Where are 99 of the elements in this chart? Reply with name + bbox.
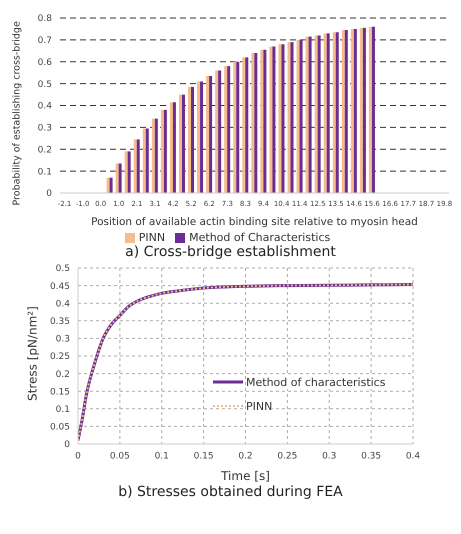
bar xyxy=(124,151,128,193)
y-tick-label: 0.2 xyxy=(38,145,52,156)
bar xyxy=(224,66,228,193)
y-tick-label: 0.6 xyxy=(38,58,52,68)
x-axis-title: Time [s] xyxy=(220,469,270,483)
bar xyxy=(242,57,246,193)
bar xyxy=(332,32,336,193)
bar xyxy=(251,53,254,193)
bar xyxy=(227,66,230,193)
bar xyxy=(191,86,194,193)
bar xyxy=(324,33,327,193)
y-tick-label: 0.4 xyxy=(38,102,52,112)
x-tick-label: 0.35 xyxy=(361,451,382,462)
legend-label: Method of characteristics xyxy=(246,376,386,388)
y-tick-label: 0.4 xyxy=(56,299,70,310)
bar xyxy=(182,94,185,193)
x-tick-label: 0.25 xyxy=(277,451,298,462)
y-tick-label: 0.45 xyxy=(50,282,70,292)
text: b) Stresses obtained during FEA xyxy=(117,484,344,500)
bar xyxy=(128,151,131,193)
y-tick-label: 0.05 xyxy=(50,422,70,433)
y-tick-label: 0 xyxy=(64,440,70,450)
y-tick-label: 0.8 xyxy=(38,14,52,24)
bar xyxy=(254,53,258,193)
bar xyxy=(154,118,158,193)
legend-label: PINN xyxy=(246,400,272,412)
y-tick-label: 0.7 xyxy=(38,36,52,46)
bar xyxy=(134,139,137,193)
y-tick-label: 0.3 xyxy=(38,124,52,134)
bar xyxy=(236,62,240,193)
y-tick-label: 0.25 xyxy=(50,352,70,362)
y-axis-title: Probability of establishing cross-bridge xyxy=(11,21,22,206)
bar xyxy=(272,46,276,193)
bar xyxy=(160,110,164,193)
bar xyxy=(110,178,113,193)
bar xyxy=(278,44,282,193)
y-tick-label: 0.1 xyxy=(56,404,70,415)
y-tick-label: 0.5 xyxy=(56,264,70,274)
bar xyxy=(118,163,122,193)
bar xyxy=(372,26,375,193)
bar xyxy=(288,42,291,193)
bar xyxy=(152,118,155,193)
bar xyxy=(336,32,339,193)
bar xyxy=(354,28,357,193)
x-tick-label: 0.2 xyxy=(238,451,253,462)
bar xyxy=(260,50,264,193)
legend-label: PINN xyxy=(138,231,166,244)
bar xyxy=(300,40,303,193)
x-tick-label: 0.15 xyxy=(194,451,214,462)
bar xyxy=(326,33,330,193)
bar xyxy=(318,36,321,193)
bar xyxy=(146,128,149,193)
y-axis-title: Stress [pN/nm²] xyxy=(25,306,40,401)
bar xyxy=(170,102,173,193)
bar xyxy=(308,36,312,193)
y-tick-label: 0.1 xyxy=(38,167,52,178)
y-tick-label: 0.15 xyxy=(50,387,70,398)
x-tick-label: 0.4 xyxy=(406,451,420,462)
bar xyxy=(344,30,348,193)
bar xyxy=(290,42,294,193)
bar xyxy=(233,62,236,193)
bar xyxy=(142,128,146,193)
y-tick-label: 0.35 xyxy=(50,316,70,327)
x-tick-label: 0.05 xyxy=(110,451,130,462)
legend-label: Method of Characteristics xyxy=(189,231,330,244)
x-tick-label: 0.1 xyxy=(154,451,169,462)
y-tick-label: 0 xyxy=(46,189,52,200)
y-tick-label: 0.2 xyxy=(56,370,70,380)
bar xyxy=(178,94,182,193)
bar xyxy=(172,102,176,193)
bar xyxy=(206,76,210,193)
bar xyxy=(188,86,192,193)
x-tick-label: 0 xyxy=(75,451,82,462)
bar xyxy=(296,40,300,193)
bar xyxy=(269,46,272,193)
bar xyxy=(106,178,110,193)
x-tick-label: 0.3 xyxy=(322,451,336,462)
bar xyxy=(263,50,266,193)
x-axis-title: Position of available actin binding site relative to myosin head xyxy=(91,216,418,228)
bar xyxy=(360,28,363,193)
bar xyxy=(209,76,212,193)
bar xyxy=(362,28,366,193)
bar xyxy=(136,139,140,193)
y-tick-label: 0.3 xyxy=(56,334,70,345)
bar xyxy=(164,110,167,193)
bar xyxy=(197,81,200,193)
bar xyxy=(218,70,222,193)
bar xyxy=(245,57,248,193)
bar xyxy=(350,28,354,193)
bar xyxy=(314,36,318,193)
bar xyxy=(342,30,345,193)
bar xyxy=(368,26,372,193)
text: a) Cross-bridge establishment xyxy=(124,244,337,260)
bar xyxy=(215,70,218,193)
y-tick-label: 0.5 xyxy=(38,80,52,90)
bar xyxy=(306,36,309,193)
bar xyxy=(200,81,204,193)
bar xyxy=(116,163,119,193)
bar xyxy=(281,44,284,193)
